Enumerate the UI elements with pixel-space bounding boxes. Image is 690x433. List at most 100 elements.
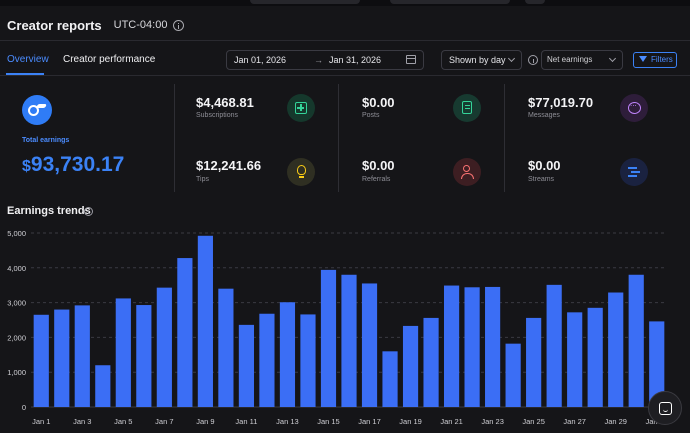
chart-bar[interactable] xyxy=(74,305,90,407)
chart-bar[interactable] xyxy=(587,307,603,407)
chart-bar[interactable] xyxy=(259,313,275,407)
chart-bar[interactable] xyxy=(300,314,316,407)
chevron-down-icon xyxy=(608,54,617,63)
chart-bar[interactable] xyxy=(628,274,644,407)
chart-bar[interactable] xyxy=(156,287,172,407)
posts-value: $0.00 xyxy=(362,95,395,110)
chart-bar[interactable] xyxy=(115,298,131,407)
currency-symbol: $ xyxy=(22,158,31,175)
lightbulb-icon xyxy=(287,158,315,186)
info-icon[interactable] xyxy=(84,207,93,216)
icon-glyph xyxy=(462,101,472,114)
brand-logo-icon xyxy=(22,95,52,125)
tab-overview[interactable]: Overview xyxy=(7,54,49,65)
logo-ring xyxy=(28,105,39,116)
chart-bar[interactable] xyxy=(485,286,501,407)
x-tick-label: Jan 29 xyxy=(604,417,627,426)
earnings-chart: 0 1,000 2,000 3,000 4,000 5,000 Jan 1 Jan 3 Jan … xyxy=(7,229,668,426)
tips-label: Tips xyxy=(196,176,209,183)
x-tick-label: Jan 25 xyxy=(522,417,545,426)
stream-bars-icon xyxy=(620,158,648,186)
y-tick-label: 5,000 xyxy=(7,229,26,238)
x-tick-label: Jan 15 xyxy=(317,417,340,426)
x-tick-label: Jan 13 xyxy=(276,417,299,426)
y-tick-label: 0 xyxy=(22,403,26,412)
info-icon[interactable] xyxy=(173,19,185,31)
icon-glyph xyxy=(628,99,641,114)
chart-bar[interactable] xyxy=(526,317,542,407)
tab-creator-performance[interactable]: Creator performance xyxy=(63,54,156,65)
x-tick-label: Jan 9 xyxy=(196,417,214,426)
chart-bar[interactable] xyxy=(608,292,624,407)
x-tick-label: Jan 27 xyxy=(563,417,586,426)
y-tick-label: 2,000 xyxy=(7,333,26,342)
streams-value: $0.00 xyxy=(528,158,561,173)
x-tick-label: Jan 5 xyxy=(114,417,132,426)
messages-label: Messages xyxy=(528,112,560,119)
chart-bar[interactable] xyxy=(505,343,521,407)
x-tick-label: Jan 21 xyxy=(440,417,463,426)
top-strip-pill xyxy=(390,0,510,4)
chart-bar[interactable] xyxy=(95,365,111,407)
referrals-value: $0.00 xyxy=(362,158,395,173)
chart-bar[interactable] xyxy=(567,312,583,407)
chart-bar[interactable] xyxy=(341,274,357,407)
logo-tail xyxy=(36,104,47,108)
arrow-right-icon: → xyxy=(314,55,323,65)
filter-icon xyxy=(639,56,647,62)
divider xyxy=(0,75,690,76)
total-amount: 93,730.17 xyxy=(30,153,125,176)
icon-glyph xyxy=(461,165,474,179)
group-by-select[interactable]: Shown by day xyxy=(441,50,522,70)
x-tick-label: Jan 19 xyxy=(399,417,422,426)
chart-bar[interactable] xyxy=(279,302,296,407)
messages-value: $77,019.70 xyxy=(528,95,594,110)
page-header: Creator reports UTC-04:00 xyxy=(7,14,185,36)
chart-bar[interactable] xyxy=(177,258,193,407)
x-tick-label: Jan 23 xyxy=(481,417,504,426)
posts-label: Posts xyxy=(362,112,380,119)
y-tick-label: 1,000 xyxy=(7,368,26,377)
chart-bar[interactable] xyxy=(382,351,398,407)
y-tick-label: 4,000 xyxy=(7,264,26,273)
chart-bar[interactable] xyxy=(238,324,255,407)
streams-label: Streams xyxy=(528,176,555,183)
icon-glyph xyxy=(628,166,640,178)
x-tick-label: Jan 7 xyxy=(155,417,173,426)
chart-bar[interactable] xyxy=(320,269,337,407)
date-range-picker[interactable]: Jan 01, 2026 → Jan 31, 2026 xyxy=(226,50,424,70)
user-referral-icon xyxy=(453,158,481,186)
chart-bar[interactable] xyxy=(33,314,49,407)
group-by-value: Shown by day xyxy=(449,55,506,65)
chart-bar[interactable] xyxy=(546,284,562,407)
chevron-down-icon xyxy=(507,54,516,63)
divider xyxy=(0,40,690,41)
info-icon[interactable] xyxy=(528,55,538,65)
chart-bar[interactable] xyxy=(464,287,480,407)
chart-bar[interactable] xyxy=(197,235,213,407)
chart-bar[interactable] xyxy=(54,309,70,407)
plus-square-icon xyxy=(287,94,315,122)
chart-bar[interactable] xyxy=(218,288,234,407)
help-chat-button[interactable] xyxy=(648,391,682,425)
icon-glyph xyxy=(297,165,306,178)
chart-bar[interactable] xyxy=(423,317,439,407)
chart-bar[interactable] xyxy=(402,325,419,407)
chart-bar[interactable] xyxy=(649,321,665,407)
chart-bar[interactable] xyxy=(361,283,378,407)
chart-bar[interactable] xyxy=(136,305,152,407)
chat-bubble-icon xyxy=(620,94,648,122)
date-start: Jan 01, 2026 xyxy=(234,55,287,65)
chart-bar[interactable] xyxy=(443,285,460,407)
y-tick-label: 3,000 xyxy=(7,299,26,308)
column-divider xyxy=(174,84,175,192)
tips-value: $12,241.66 xyxy=(196,158,262,173)
timezone-label: UTC-04:00 xyxy=(113,19,168,31)
chart-title: Earnings trends xyxy=(7,205,91,217)
calendar-icon xyxy=(406,55,416,64)
document-icon xyxy=(453,94,481,122)
metric-select[interactable]: Net earnings xyxy=(541,50,623,70)
chat-icon xyxy=(659,402,672,415)
x-tick-label: Jan 3 xyxy=(73,417,91,426)
filters-button[interactable]: Filters xyxy=(633,52,677,68)
